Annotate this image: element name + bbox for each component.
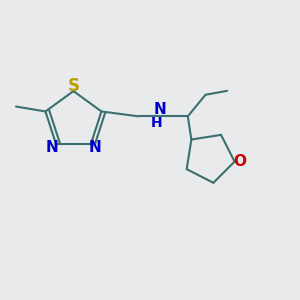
Text: O: O: [233, 154, 246, 169]
Text: S: S: [68, 77, 80, 95]
Text: H: H: [151, 116, 162, 130]
Text: N: N: [46, 140, 58, 155]
Text: N: N: [154, 102, 167, 117]
Text: N: N: [88, 140, 101, 155]
